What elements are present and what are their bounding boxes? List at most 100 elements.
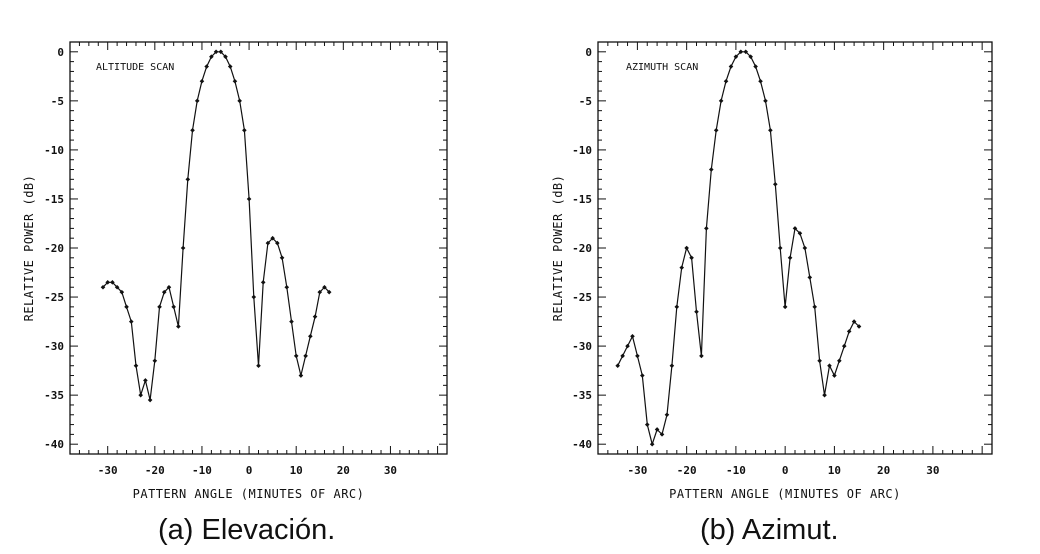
data-point (298, 373, 304, 378)
x-tick-label: -10 (192, 464, 212, 477)
y-tick-label: -15 (44, 193, 64, 206)
x-tick-label: -20 (677, 464, 697, 477)
data-point (110, 280, 115, 285)
data-point (223, 54, 228, 60)
data-point (659, 432, 665, 437)
data-point (270, 235, 275, 241)
data-point (171, 304, 176, 310)
data-point (753, 64, 758, 69)
data-point (763, 98, 768, 104)
x-tick-label: -10 (726, 464, 746, 477)
x-tick-label: 20 (877, 464, 890, 477)
data-point (100, 284, 106, 290)
data-point (787, 255, 793, 261)
series-line (617, 51, 860, 447)
data-point (190, 127, 195, 133)
data-point (728, 64, 734, 69)
y-tick-label: -35 (572, 389, 592, 402)
data-point (194, 98, 200, 104)
data-point (322, 284, 327, 290)
y-tick-label: -20 (44, 242, 64, 255)
data-point (654, 427, 660, 432)
data-point (232, 78, 238, 84)
data-point (265, 240, 271, 246)
data-point (822, 392, 827, 398)
y-tick-label: -30 (572, 340, 592, 353)
data-point (289, 319, 294, 324)
data-point (689, 255, 694, 261)
data-point (792, 226, 798, 231)
data-point (133, 363, 139, 369)
data-point (317, 289, 323, 295)
data-point (733, 54, 739, 60)
data-point (649, 441, 655, 447)
data-point (227, 64, 233, 69)
x-tick-label: -30 (98, 464, 118, 477)
x-axis-label: PATTERN ANGLE (MINUTES OF ARC) (669, 487, 901, 501)
x-tick-label: 0 (782, 464, 789, 477)
data-point (856, 324, 862, 329)
data-point (773, 181, 778, 187)
data-point (802, 245, 808, 251)
data-point (284, 284, 290, 290)
data-point (841, 343, 847, 349)
data-point (124, 304, 129, 310)
data-point (743, 49, 749, 55)
data-point (213, 49, 219, 55)
x-axis-label: PATTERN ANGLE (MINUTES OF ARC) (133, 487, 365, 501)
y-tick-label: -20 (572, 242, 592, 255)
data-point (147, 397, 153, 403)
data-point (260, 280, 266, 285)
data-point (644, 422, 650, 427)
data-point (738, 49, 744, 55)
data-point (827, 363, 832, 369)
data-point (713, 127, 719, 133)
data-point (326, 289, 332, 295)
x-tick-label: 0 (246, 464, 253, 477)
x-tick-label: 10 (290, 464, 303, 477)
data-point (782, 304, 788, 310)
y-tick-label: -25 (572, 291, 592, 304)
data-point (723, 78, 729, 84)
data-point (669, 363, 675, 369)
data-point (157, 304, 162, 310)
chart-azimuth: -30 -20 -10 0 10 20 30 0 -5 -10 -15 -20 -25 -30 -35 -40… (551, 41, 993, 501)
data-point (204, 64, 209, 69)
data-point (275, 240, 280, 246)
caption-b: (b) Azimut. (700, 514, 839, 546)
data-point (694, 309, 699, 315)
data-point (708, 167, 714, 172)
data-point (180, 245, 186, 251)
y-tick-label: -40 (44, 438, 64, 451)
data-point (143, 378, 148, 383)
y-tick-label: -10 (572, 144, 592, 157)
x-tick-label: 10 (828, 464, 841, 477)
scan-annotation: AZIMUTH SCAN (626, 62, 698, 73)
data-point (615, 363, 620, 369)
data-point (625, 343, 630, 349)
data-point (308, 333, 313, 339)
data-point (161, 289, 167, 295)
data-point (635, 353, 640, 359)
x-tick-label: 30 (926, 464, 939, 477)
plot-frame (69, 41, 448, 455)
data-point (837, 358, 842, 364)
data-point (312, 314, 318, 319)
data-point (209, 54, 214, 60)
data-point (758, 78, 763, 84)
y-tick-label: -5 (51, 95, 64, 108)
data-point (176, 324, 181, 329)
data-point (138, 392, 143, 398)
y-tick-label: -40 (572, 438, 592, 451)
data-point (748, 54, 753, 60)
plot-frame (597, 41, 993, 455)
data-point (279, 255, 285, 261)
y-tick-label: 0 (57, 46, 64, 59)
data-point (640, 373, 645, 378)
caption-a: (a) Elevación. (158, 514, 336, 546)
data-point (185, 177, 191, 182)
y-axis-label: RELATIVE POWER (dB) (551, 175, 565, 322)
data-point (768, 127, 773, 133)
data-point (251, 294, 257, 300)
